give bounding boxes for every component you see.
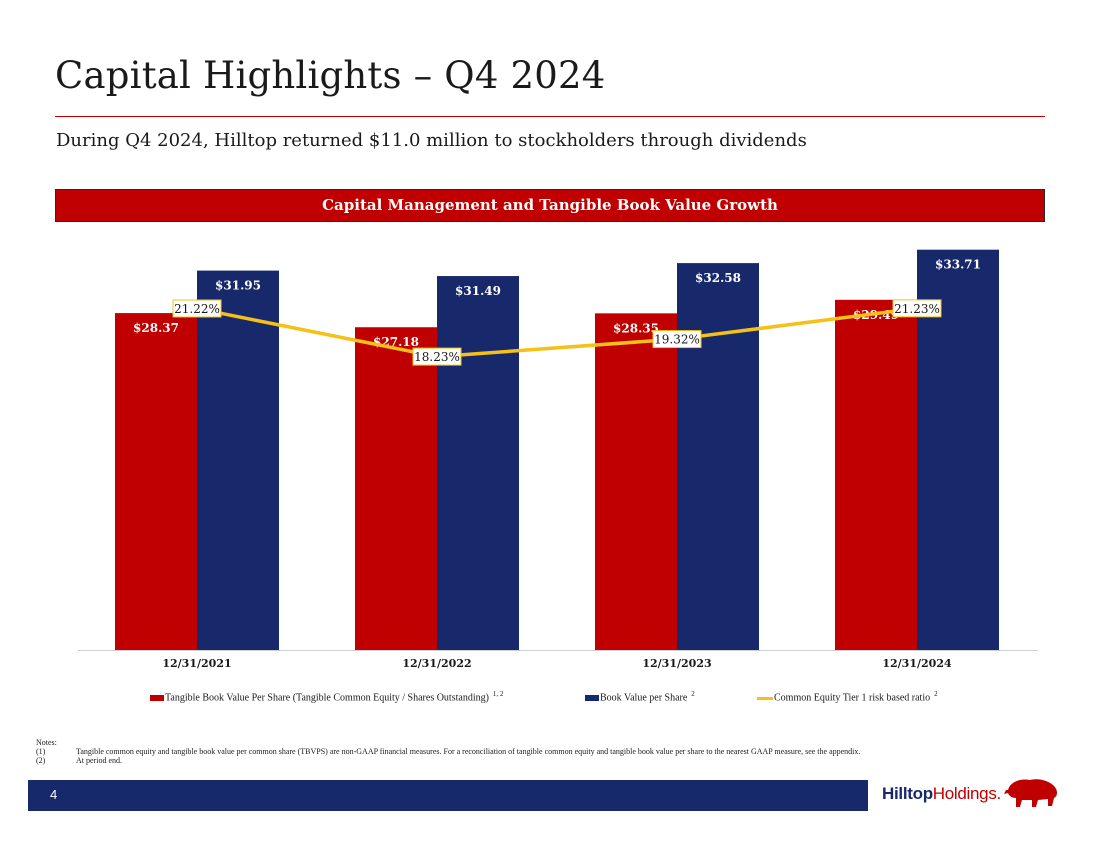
- notes-heading: Notes:: [36, 738, 57, 747]
- legend-swatch-bvps: [585, 695, 599, 702]
- title-divider: [55, 116, 1045, 117]
- bar-label-tbvps: $28.35: [613, 321, 659, 335]
- page-subtitle: During Q4 2024, Hilltop returned $11.0 m…: [56, 130, 807, 151]
- legend-item-bvps: Book Value per Share 2: [585, 690, 695, 703]
- bar-label-bvps: $33.71: [935, 258, 981, 272]
- line-label-box: [172, 299, 222, 318]
- line-label-cet1: 19.32%: [654, 333, 700, 347]
- bar-tbvps: [835, 299, 917, 650]
- legend-item-cet1: Common Equity Tier 1 risk based ratio 2: [757, 690, 938, 703]
- note-item: (1) Tangible common equity and tangible …: [36, 747, 1026, 756]
- line-cet1: [196, 306, 918, 359]
- page-title: Capital Highlights – Q4 2024: [55, 54, 606, 97]
- bar-bvps: [677, 263, 759, 650]
- capital-chart: $28.37$31.9512/31/2021$27.18$31.4912/31/…: [78, 249, 1038, 670]
- chart-title-banner: Capital Management and Tangible Book Val…: [55, 189, 1045, 222]
- x-tick-label: 12/31/2021: [162, 657, 231, 670]
- legend-swatch-tbvps: [150, 695, 164, 702]
- legend-label-bvps: Book Value per Share: [600, 692, 688, 704]
- note-number: (2): [36, 756, 46, 765]
- line-label-box: [652, 330, 702, 349]
- bar-tbvps: [595, 313, 677, 650]
- note-text: Tangible common equity and tangible book…: [76, 747, 861, 756]
- bar-label-bvps: $32.58: [695, 271, 741, 285]
- bison-logo-icon: [1004, 779, 1057, 807]
- legend-swatch-cet1: [757, 696, 773, 700]
- footer-bar: [28, 780, 868, 811]
- note-number: (1): [36, 747, 46, 756]
- line-label-cet1: 21.22%: [174, 302, 220, 316]
- bar-tbvps: [355, 327, 437, 650]
- bar-bvps: [197, 270, 279, 650]
- line-label-cet1: 18.23%: [414, 350, 460, 364]
- legend-item-tbvps: Tangible Book Value Per Share (Tangible …: [150, 690, 503, 703]
- line-label-cet1: 21.23%: [894, 302, 940, 316]
- company-logo: HilltopHoldings.: [882, 784, 1001, 804]
- legend-label-tbvps: Tangible Book Value Per Share (Tangible …: [165, 692, 489, 704]
- legend-sup-cet1: 2: [934, 690, 938, 698]
- bar-tbvps: [115, 313, 197, 650]
- line-label-box: [892, 299, 942, 318]
- bar-label-bvps: $31.95: [215, 279, 261, 293]
- logo-bold-text: Hilltop: [882, 784, 933, 803]
- footnotes: Notes: (1) Tangible common equity and ta…: [36, 738, 1026, 765]
- logo-mark: .: [996, 784, 1002, 803]
- bar-label-bvps: $31.49: [455, 284, 501, 298]
- bar-label-tbvps: $28.37: [133, 321, 179, 335]
- legend-sup-bvps: 2: [691, 690, 695, 698]
- x-tick-label: 12/31/2022: [402, 657, 471, 670]
- page-number: 4: [50, 787, 58, 802]
- legend-label-cet1: Common Equity Tier 1 risk based ratio: [774, 692, 931, 704]
- bar-bvps: [437, 276, 519, 650]
- x-tick-label: 12/31/2023: [642, 657, 711, 670]
- legend-sup-tbvps: 1, 2: [492, 690, 504, 698]
- logo-rest-text: Holdings: [932, 784, 997, 803]
- note-item: (2) At period end.: [36, 756, 1026, 765]
- note-text: At period end.: [76, 756, 122, 765]
- line-label-box: [412, 347, 462, 366]
- x-tick-label: 12/31/2024: [882, 657, 952, 670]
